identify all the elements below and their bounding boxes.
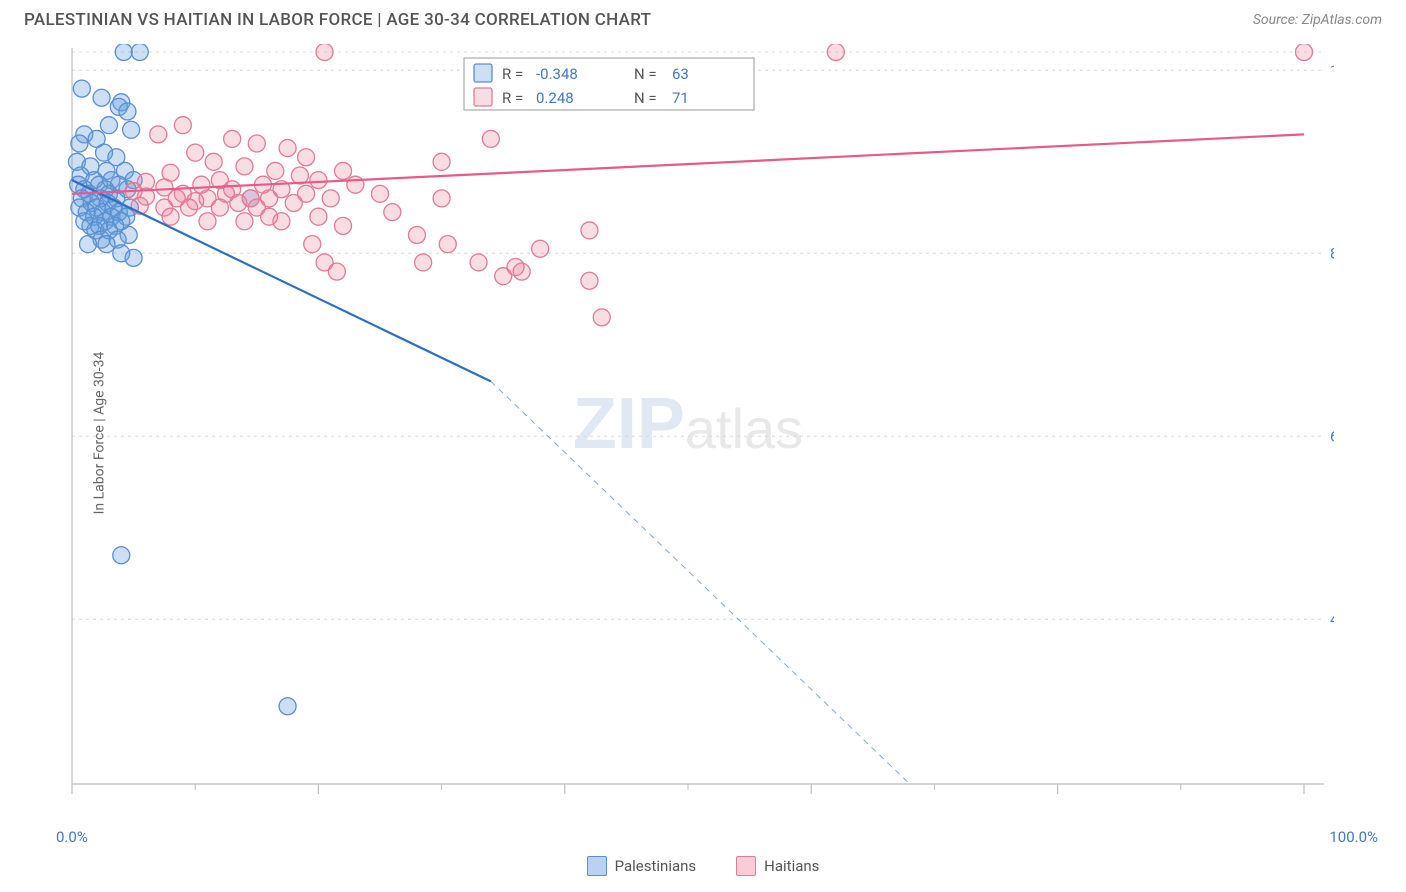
x-axis-min-label: 0.0% [56, 828, 88, 846]
svg-text:N =: N = [634, 65, 657, 83]
source-attribution: Source: ZipAtlas.com [1253, 12, 1382, 28]
bottom-legend: Palestinians Haitians [0, 856, 1406, 876]
svg-text:80.0%: 80.0% [1330, 244, 1334, 262]
svg-text:60.0%: 60.0% [1330, 427, 1334, 445]
svg-text:40.0%: 40.0% [1330, 610, 1334, 628]
chart-title: PALESTINIAN VS HAITIAN IN LABOR FORCE | … [24, 10, 651, 30]
scatter-chart: 40.0% 60.0% 80.0% 100.0% ZIPatlas R = -0.348 N … [24, 44, 1334, 814]
legend-label: Palestinians [615, 857, 697, 875]
swatch-icon [736, 856, 756, 876]
legend-item-palestinians: Palestinians [587, 856, 697, 876]
svg-text:0.248: 0.248 [536, 89, 574, 107]
y-axis-label: In Labor Force | Age 30-34 [91, 352, 107, 515]
svg-text:-0.348: -0.348 [536, 65, 578, 83]
x-axis-max-label: 100.0% [1329, 828, 1378, 846]
svg-text:100.0%: 100.0% [1330, 61, 1334, 79]
swatch-icon [587, 856, 607, 876]
chart-container: In Labor Force | Age 30-34 40.0% 60.0% 80.… [24, 44, 1382, 822]
svg-text:63: 63 [672, 65, 689, 83]
svg-text:N =: N = [634, 89, 657, 107]
svg-text:ZIPatlas: ZIPatlas [573, 384, 803, 464]
legend-label: Haitians [764, 857, 819, 875]
svg-text:71: 71 [672, 89, 689, 107]
svg-text:R =: R = [502, 65, 523, 83]
legend-item-haitians: Haitians [736, 856, 819, 876]
svg-text:R =: R = [502, 89, 523, 107]
